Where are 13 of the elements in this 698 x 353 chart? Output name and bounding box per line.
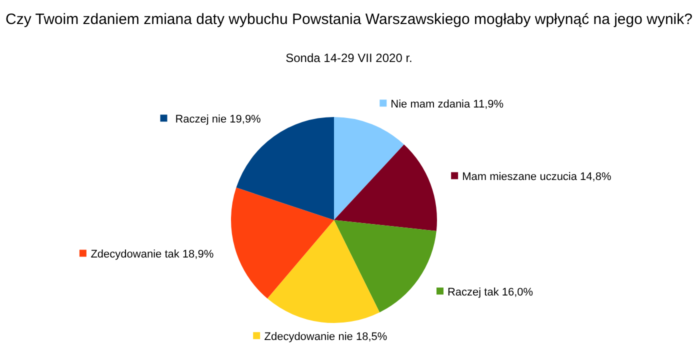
pie-slice — [334, 117, 404, 220]
pie-slice — [231, 188, 334, 299]
pie-slice — [334, 144, 437, 231]
chart-subtitle: Sonda 14-29 VII 2020 r. — [286, 51, 412, 65]
legend-label: Raczej nie 19,9% — [175, 114, 262, 126]
legend-label: Mam mieszane uczucia 14,8% — [462, 171, 612, 184]
legend-label: Zdecydowanie tak 18,9% — [90, 248, 214, 261]
legend-label: Nie mam zdania 11,9% — [390, 98, 504, 111]
chart-title: Czy Twoim zdaniem zmiana daty wybuchu Powstania Warszawskiego mogłaby wpłynąć na jego wynik? — [6, 11, 692, 28]
legend-label: Zdecydowanie nie 18,5% — [264, 331, 388, 344]
pie-slice — [334, 220, 436, 312]
pie-slice — [267, 220, 380, 323]
legend-label: Raczej tak 16,0% — [447, 286, 534, 299]
